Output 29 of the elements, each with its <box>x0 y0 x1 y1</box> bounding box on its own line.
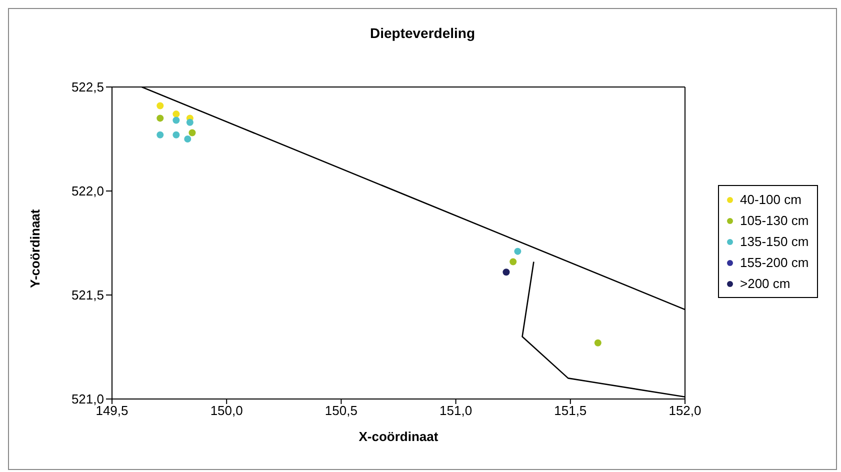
x-tick-label: 152,0 <box>668 403 702 418</box>
chart-title: Diepteverdeling <box>368 25 476 41</box>
point <box>502 268 510 276</box>
point <box>594 339 602 346</box>
legend-label: 105-130 cm <box>740 213 809 228</box>
point <box>156 131 164 138</box>
y-tick-label: 522,0 <box>71 184 104 199</box>
x-tick-label: 151,0 <box>440 403 472 418</box>
point <box>188 129 196 136</box>
y-tick-label: 521,5 <box>71 288 104 303</box>
x-axis-title: X-coördinaat <box>358 429 439 444</box>
point <box>156 114 164 122</box>
point <box>172 116 180 124</box>
point <box>510 258 517 266</box>
point <box>172 131 180 138</box>
y-axis-title: Y-coördinaat <box>28 208 43 288</box>
point <box>172 110 180 118</box>
point <box>186 118 194 126</box>
point <box>184 136 192 142</box>
point <box>514 248 522 255</box>
legend-label: >200 cm <box>740 276 790 291</box>
x-tick-label: 151,5 <box>554 403 587 418</box>
x-tick-label: 150,5 <box>324 403 358 418</box>
legend-label: 40-100 cm <box>740 192 802 207</box>
legend-label: 155-200 cm <box>740 255 809 270</box>
point <box>156 102 164 110</box>
legend-label: 135-150 cm <box>740 234 809 249</box>
x-tick-label: 150,0 <box>210 403 243 418</box>
y-tick-label: 522,5 <box>71 80 104 95</box>
